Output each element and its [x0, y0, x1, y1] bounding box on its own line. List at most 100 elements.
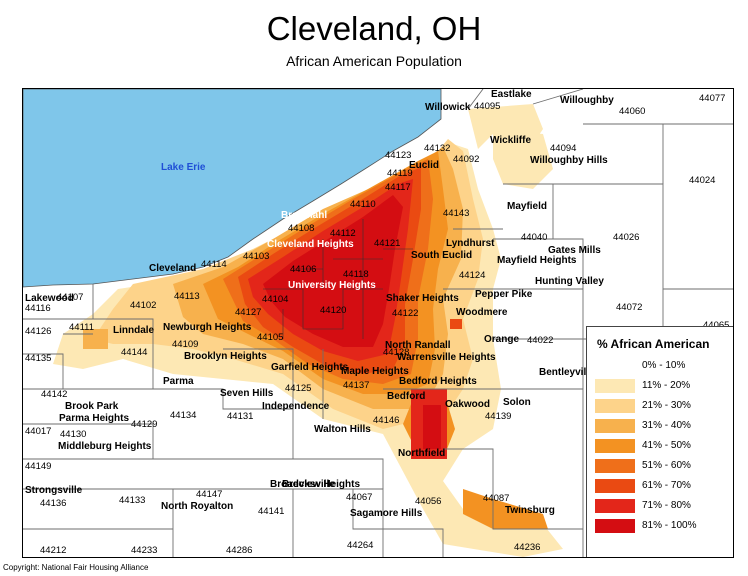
legend-swatch [595, 359, 635, 373]
region-hotspot-b [423, 405, 441, 449]
zip-label: 44056 [415, 496, 442, 507]
legend-swatch [595, 479, 635, 493]
zip-label: 44040 [521, 232, 548, 243]
zip-label: 44264 [347, 540, 374, 551]
legend-label: 21% - 30% [642, 400, 691, 411]
city-label: Sagamore Hills [350, 508, 423, 519]
zip-label: 44060 [619, 106, 646, 117]
zip-label: 44131 [227, 411, 254, 422]
map-subtitle: African American Population [286, 53, 462, 69]
city-label: Lakewood [25, 293, 74, 304]
city-label: Willoughby Hills [530, 155, 608, 166]
zip-label: 44122 [392, 308, 419, 319]
city-label: Strongsville [25, 485, 83, 496]
zip-label: 44105 [257, 332, 284, 343]
region-81-100 [263, 195, 403, 347]
city-label: Cleveland Heights [267, 239, 354, 250]
city-label: Lyndhurst [446, 238, 495, 249]
legend-swatch [595, 519, 635, 533]
legend-label: 61% - 70% [642, 480, 691, 491]
zip-label: 44143 [443, 208, 470, 219]
zip-label: 44113 [174, 291, 200, 302]
city-label: Bratenahl [281, 210, 328, 221]
legend: % African American 0% - 10% 11% - 20% 21… [586, 326, 733, 557]
city-label: Linndale [113, 325, 155, 336]
city-label: North Royalton [161, 501, 234, 512]
zip-label: 44144 [121, 347, 148, 358]
city-label: South Euclid [411, 250, 473, 261]
zip-label: 44137 [343, 380, 370, 391]
zip-label: 44146 [373, 415, 400, 426]
lake-erie-label: Lake Erie [161, 162, 206, 173]
city-label: Northfield [398, 448, 446, 459]
city-label: Hunting Valley [535, 276, 604, 287]
choropleth-map: Lake Erie Eastlake Willoughby Willowick … [22, 88, 734, 558]
zip-label: 44095 [474, 101, 501, 112]
zip-label: 44077 [699, 93, 726, 104]
zip-label: 44072 [616, 302, 643, 313]
zip-label: 44121 [374, 238, 401, 249]
zip-label: 44233 [131, 545, 158, 556]
zip-label: 44134 [170, 410, 197, 421]
zip-label: 44127 [235, 307, 262, 318]
city-label: Mayfield [507, 201, 548, 212]
city-label: Solon [503, 397, 531, 408]
city-label: Twinsburg [505, 505, 555, 516]
legend-label: 41% - 50% [642, 440, 691, 451]
city-label: Cleveland [149, 263, 197, 274]
zip-label: 44109 [172, 339, 199, 350]
zip-label: 44212 [40, 545, 67, 556]
city-label: Parma [163, 376, 194, 387]
legend-swatch [595, 439, 635, 453]
city-label: Pepper Pike [475, 289, 533, 300]
zip-label: 44132 [424, 143, 451, 154]
legend-swatch [595, 459, 635, 473]
zip-label: 44125 [285, 383, 312, 394]
city-label: Garfield Heights [271, 362, 349, 373]
city-label: Woodmere [456, 307, 508, 318]
zip-label: 44128 [383, 347, 410, 358]
zip-label: 44107 [57, 292, 84, 303]
city-label: Bentleyville [539, 367, 595, 378]
city-label: Gates Mills [548, 245, 601, 256]
zip-label: 44149 [25, 461, 52, 472]
city-label: Independence [262, 401, 330, 412]
city-label: Shaker Heights [386, 293, 459, 304]
zip-label: 44126 [25, 326, 52, 337]
city-label: Willowick [425, 102, 471, 113]
map-title: Cleveland, OH [266, 10, 482, 47]
legend-swatch [595, 419, 635, 433]
legend-label: 71% - 80% [642, 500, 691, 511]
zip-label: 44017 [25, 426, 52, 437]
city-label: Mayfield Heights [497, 255, 577, 266]
city-label: Bedford [387, 391, 426, 402]
zip-label: 44103 [243, 251, 270, 262]
tract-lines [263, 219, 413, 339]
city-label: Brook Park [65, 401, 119, 412]
city-label: Eastlake [491, 89, 532, 100]
boundary-lines [23, 89, 733, 557]
legend-swatch [595, 399, 635, 413]
city-label: Oakwood [445, 399, 491, 410]
zip-label: 44117 [385, 182, 411, 193]
zip-label: 44123 [385, 150, 412, 161]
city-label: Walton Hills [314, 424, 371, 435]
zip-label: 44102 [130, 300, 157, 311]
legend-swatch [595, 379, 635, 393]
city-label: Willoughby [560, 95, 614, 106]
zip-label: 44141 [258, 506, 285, 517]
zip-label: 44116 [25, 303, 51, 314]
city-label: Newburgh Heights [163, 322, 252, 333]
legend-label: 0% - 10% [642, 360, 686, 371]
lake-erie [23, 89, 442, 288]
zip-label: 44108 [288, 223, 315, 234]
city-label: Bedford Heights [399, 376, 477, 387]
zip-label: 44286 [226, 545, 253, 556]
city-label: North Randall [385, 340, 451, 351]
region-hotspot-c [450, 319, 462, 329]
zip-label: 44124 [459, 270, 486, 281]
legend-label: 11% - 20% [642, 380, 691, 391]
zip-label: 44026 [613, 232, 640, 243]
zip-label: 44092 [453, 154, 480, 165]
map-svg [23, 89, 733, 557]
